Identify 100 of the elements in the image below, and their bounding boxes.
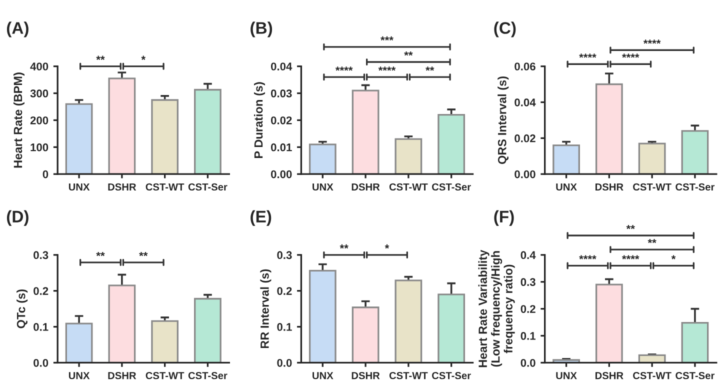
y-tick-label: 0.1: [34, 323, 48, 331]
bar: [681, 130, 709, 174]
bar: [681, 322, 709, 363]
y-tick-label: 0.0: [277, 358, 292, 367]
bar: [308, 144, 336, 174]
annotation: **: [139, 252, 148, 256]
text: ****: [643, 40, 661, 44]
text: **: [626, 225, 635, 230]
y-tick-label: 0.03: [271, 90, 292, 98]
x-tick-label: CST-Ser: [432, 183, 471, 191]
y-axis-title: QRS Interval (s): [498, 76, 509, 164]
x-tick-label: DSHR: [108, 183, 136, 191]
x-tick-label: CST-WT: [633, 372, 672, 380]
bar: [394, 138, 422, 174]
x-tick-label: UNX: [556, 372, 577, 380]
x-tick-label: CST-WT: [146, 372, 184, 380]
text: **: [340, 244, 348, 249]
y-tick-label: 300: [30, 90, 48, 98]
y-tick-label: 0.02: [514, 134, 536, 142]
annotation: ****: [335, 66, 353, 71]
bar: [151, 99, 179, 174]
x-tick-label: DSHR: [595, 183, 624, 191]
chart-title: (E): [250, 210, 272, 226]
y-tick-label: 0.06: [514, 62, 536, 70]
bar: [438, 294, 466, 363]
y-axis-title: QTc (s): [16, 289, 28, 328]
bar: [595, 284, 623, 363]
annotation: ****: [622, 255, 640, 260]
y-tick-label: 200: [30, 116, 48, 124]
y-tick-label: 0.3: [277, 251, 292, 260]
bar: [308, 270, 336, 363]
y-axis-title: RR Interval (s): [260, 269, 272, 348]
text: **: [404, 52, 413, 56]
y-tick-label: 0.0: [520, 358, 536, 367]
y-axis-title: Heart Rate (BPM): [13, 72, 24, 168]
annotation: *: [671, 255, 676, 260]
y-tick-label: 0.04: [514, 98, 536, 106]
chart-title: (F): [494, 210, 514, 226]
y-tick-label: 100: [30, 143, 48, 152]
y-axis-title: P Duration (s): [254, 82, 266, 158]
y-tick-label: 0.2: [520, 305, 536, 313]
x-tick-label: CST-Ser: [676, 183, 715, 191]
text: **: [96, 56, 105, 60]
text: *: [141, 56, 146, 60]
x-tick-label: DSHR: [595, 372, 624, 380]
chart-title: (A): [6, 22, 28, 38]
bar: [65, 322, 93, 363]
chart-title: (C): [494, 22, 516, 38]
y-tick-label: 0.00: [514, 170, 536, 178]
x-tick-label: CST-WT: [633, 183, 672, 191]
text: ***: [380, 36, 394, 41]
x-tick-label: CST-WT: [146, 183, 184, 191]
bar: [108, 284, 136, 363]
bar: [151, 320, 179, 363]
bar: [194, 298, 222, 363]
x-tick-label: UNX: [68, 183, 90, 191]
y-tick-label: 400: [30, 62, 48, 70]
x-tick-label: CST-WT: [389, 183, 428, 191]
x-tick-label: UNX: [312, 183, 334, 191]
chart-title: (D): [6, 210, 28, 226]
bar: [352, 90, 380, 174]
annotation: ****: [579, 255, 596, 260]
y-tick-label: 0.2: [34, 287, 48, 295]
x-tick-label: CST-Ser: [432, 372, 471, 380]
y-tick-label: 0: [42, 170, 48, 178]
bar: [65, 103, 93, 174]
y-tick-label: 0.1: [277, 323, 292, 331]
bar: [438, 114, 466, 174]
y-tick-label: 0.00: [271, 170, 292, 178]
y-tick-label: 0.2: [277, 287, 292, 295]
bar: [638, 354, 666, 363]
text: ****: [579, 54, 596, 58]
y-tick-label: 0.0: [34, 358, 48, 367]
bar: [108, 78, 136, 174]
x-tick-label: UNX: [68, 372, 90, 380]
bar: [552, 144, 580, 174]
x-tick-label: DSHR: [108, 372, 136, 380]
y-tick-label: 0.02: [271, 116, 292, 124]
y-tick-label: 0.3: [34, 251, 48, 260]
annotation: **: [426, 66, 434, 71]
x-tick-label: UNX: [556, 183, 577, 191]
text: ****: [622, 54, 640, 58]
x-tick-label: CST-Ser: [188, 372, 228, 380]
y-tick-label: 0.3: [520, 278, 536, 286]
text: *: [384, 244, 390, 249]
bar: [194, 88, 222, 174]
y-tick-label: 0.4: [520, 251, 536, 260]
bar: [595, 83, 623, 174]
y-tick-label: 0.01: [271, 143, 292, 152]
chart-title: (B): [250, 22, 272, 38]
x-tick-label: CST-WT: [389, 372, 428, 380]
text: **: [648, 239, 656, 244]
bar: [352, 306, 380, 363]
bar: [552, 359, 580, 363]
bar: [638, 142, 666, 174]
x-tick-label: CST-Ser: [188, 183, 228, 191]
y-tick-label: 0.04: [271, 62, 292, 70]
y-tick-label: 0.1: [520, 332, 536, 340]
y-axis-title: Heart Rate Variability (Low frequency/High frequency ratio): [478, 250, 515, 368]
bar: [394, 280, 422, 363]
